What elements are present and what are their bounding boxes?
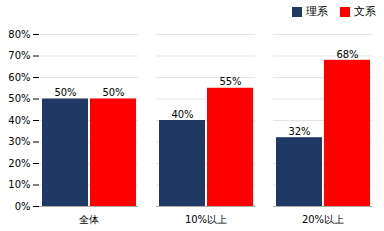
svg-text:50%: 50% bbox=[102, 87, 124, 98]
svg-text:50%: 50% bbox=[54, 87, 76, 98]
svg-text:30%: 30% bbox=[8, 136, 30, 147]
svg-text:60%: 60% bbox=[8, 72, 30, 83]
svg-text:68%: 68% bbox=[336, 49, 358, 60]
svg-text:10%: 10% bbox=[8, 179, 30, 190]
svg-text:40%: 40% bbox=[8, 115, 30, 126]
svg-text:70%: 70% bbox=[8, 50, 30, 61]
svg-text:20%: 20% bbox=[8, 158, 30, 169]
svg-text:20%以上: 20%以上 bbox=[302, 214, 344, 225]
svg-text:55%: 55% bbox=[219, 76, 241, 87]
svg-text:40%: 40% bbox=[171, 109, 193, 120]
svg-text:80%: 80% bbox=[8, 29, 30, 40]
html-text:文系: 文系 bbox=[354, 5, 376, 18]
svg-text:0%: 0% bbox=[15, 201, 31, 212]
svg-text:32%: 32% bbox=[288, 126, 310, 137]
svg-text:10%以上: 10%以上 bbox=[185, 214, 227, 225]
svg-text:全体: 全体 bbox=[79, 214, 99, 225]
svg-text:50%: 50% bbox=[8, 93, 30, 104]
html-text:理系: 理系 bbox=[306, 5, 328, 18]
